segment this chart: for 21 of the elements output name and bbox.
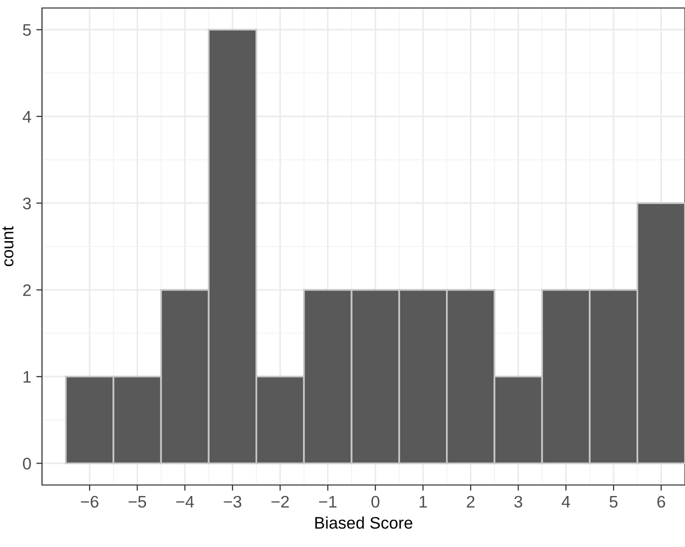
x-tick-label: 3: [514, 496, 522, 508]
x-tick-label: −2: [271, 496, 289, 508]
x-tick-label: −3: [224, 496, 242, 508]
y-tick-label: 2: [23, 284, 31, 296]
x-tick-label: 0: [371, 496, 380, 508]
x-tick-label: 6: [657, 496, 666, 508]
x-tick-label: −5: [128, 496, 146, 508]
x-tick-label: −4: [176, 496, 194, 508]
y-tick-label: 1: [24, 371, 31, 383]
x-tick-label: −1: [319, 496, 336, 508]
x-tick-label: 2: [466, 496, 474, 508]
x-tick-label: −6: [80, 496, 98, 508]
y-tick-label: 4: [22, 110, 32, 122]
y-tick-label: 5: [22, 24, 31, 36]
x-tick-label: 4: [562, 496, 570, 508]
x-axis-title: Biased Score: [315, 516, 412, 529]
y-tick-label: 0: [22, 458, 31, 470]
x-tick-label: 5: [610, 496, 618, 508]
x-tick-label: 1: [420, 496, 427, 508]
y-tick-label: 3: [22, 198, 31, 210]
y-axis-title: count: [2, 226, 14, 266]
